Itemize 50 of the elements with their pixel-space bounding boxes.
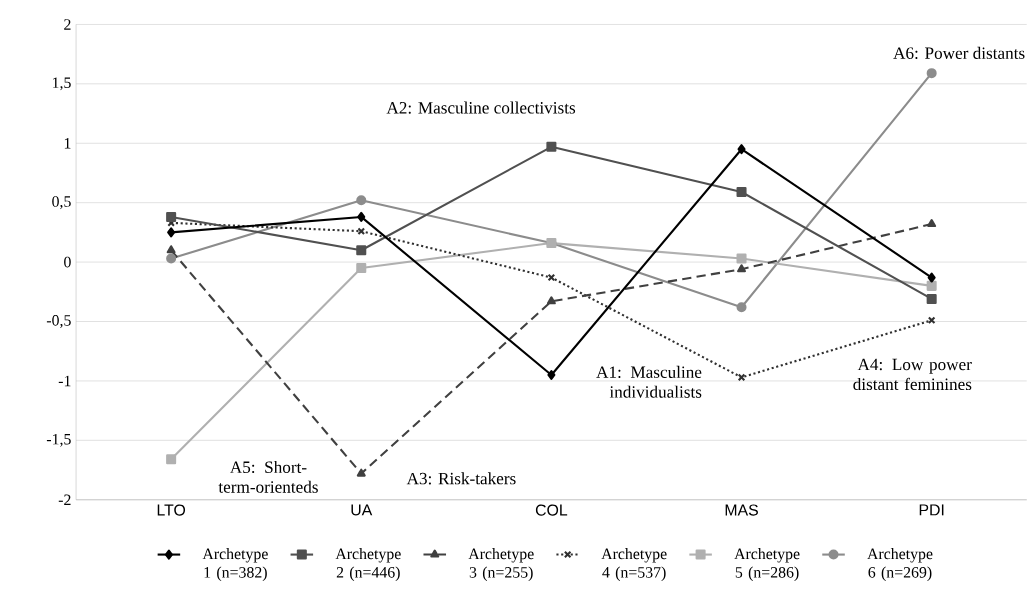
annotation: A1: Masculine individualists <box>596 365 702 398</box>
annotation: A4: Low power distant feminines <box>853 358 972 391</box>
y-tick-label: -0,5 <box>46 315 71 329</box>
point <box>927 272 936 283</box>
point <box>356 195 367 206</box>
point <box>166 454 177 465</box>
point <box>356 468 366 477</box>
y-tick-label: 0,5 <box>52 196 71 210</box>
x-tick-label: COL <box>535 504 568 516</box>
point <box>167 227 176 238</box>
y-tick-label: -2 <box>58 494 71 506</box>
y-tick-label: 1 <box>64 138 71 149</box>
annotation: A5: Short-term-orienteds <box>218 461 318 493</box>
annotation: A2: Masculine collectivists <box>386 101 576 114</box>
y-tick-label: -1 <box>58 375 71 387</box>
point <box>166 245 176 254</box>
y-tick-label: 0 <box>64 256 71 268</box>
y-tick-label: -1,5 <box>46 434 71 447</box>
point <box>547 370 556 381</box>
point <box>737 264 747 273</box>
point <box>736 253 747 264</box>
point <box>736 302 747 313</box>
point <box>356 245 367 256</box>
legend-label: Archetype 2 (n=446) <box>335 548 401 582</box>
legend-label: Archetype 3 (n=255) <box>468 548 534 582</box>
point <box>737 144 746 155</box>
legend-label: Archetype 6 (n=269) <box>867 548 933 582</box>
point <box>927 219 937 228</box>
point <box>166 212 177 223</box>
point <box>546 141 557 152</box>
point <box>356 263 367 274</box>
point <box>926 280 937 291</box>
point <box>357 212 366 223</box>
legend-label: Archetype 5 (n=286) <box>734 548 800 582</box>
x-tick-label: UA <box>351 504 373 516</box>
y-tick-label: 2 <box>64 19 71 30</box>
point <box>926 294 937 305</box>
x-tick-label: LTO <box>157 504 186 516</box>
point <box>736 187 747 198</box>
annotation: A6: Power distants <box>893 46 1025 60</box>
legend-label: Archetype 1 (n=382) <box>202 548 268 582</box>
point <box>926 68 937 79</box>
point <box>357 227 366 236</box>
legend-label: Archetype 4 (n=537) <box>601 548 667 582</box>
point <box>546 296 556 305</box>
y-tick-label: 1,5 <box>52 77 71 91</box>
x-tick-label: MAS <box>725 504 758 516</box>
point <box>166 253 177 264</box>
x-tick-label: PDI <box>919 504 944 516</box>
annotation: A3: Risk-takers <box>406 472 516 485</box>
